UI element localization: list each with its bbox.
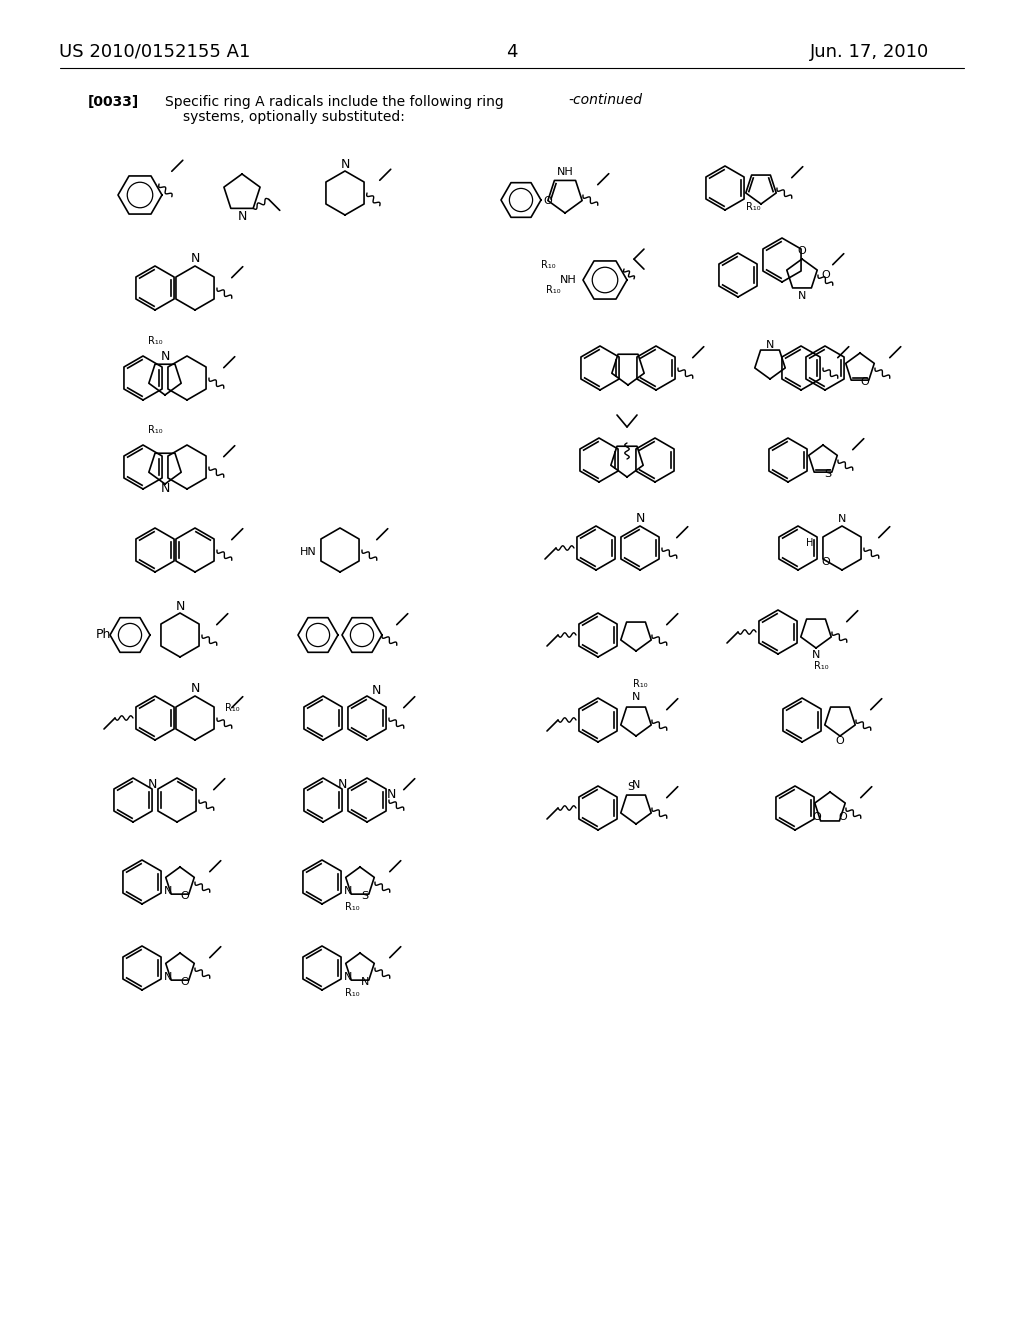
Text: Specific ring A radicals include the following ring: Specific ring A radicals include the fol…	[165, 95, 504, 110]
Text: N: N	[386, 788, 395, 801]
Text: N: N	[337, 777, 347, 791]
Text: N: N	[344, 972, 352, 982]
Text: N: N	[632, 780, 640, 789]
Text: N: N	[812, 649, 820, 660]
Text: O: O	[860, 378, 869, 387]
Text: HN: HN	[300, 546, 316, 557]
Text: N: N	[344, 886, 352, 896]
Text: O: O	[798, 246, 806, 256]
Text: R₁₀: R₁₀	[147, 337, 163, 346]
Text: N: N	[175, 599, 184, 612]
Text: S: S	[361, 891, 369, 902]
Text: N: N	[147, 777, 157, 791]
Text: R₁₀: R₁₀	[814, 661, 828, 671]
Text: O: O	[836, 737, 845, 746]
Text: N: N	[238, 210, 247, 223]
Text: N: N	[632, 692, 640, 702]
Text: N: N	[360, 977, 369, 987]
Text: O: O	[821, 557, 830, 568]
Text: N: N	[340, 157, 349, 170]
Text: S: S	[824, 470, 831, 479]
Text: O: O	[821, 271, 830, 280]
Text: 4: 4	[506, 44, 518, 61]
Text: R₁₀: R₁₀	[344, 987, 359, 998]
Text: US 2010/0152155 A1: US 2010/0152155 A1	[59, 44, 251, 61]
Text: systems, optionally substituted:: systems, optionally substituted:	[183, 110, 404, 124]
Text: N: N	[190, 252, 200, 265]
Text: S: S	[628, 781, 635, 792]
Text: N: N	[798, 290, 806, 301]
Text: NH: NH	[560, 275, 577, 285]
Text: O: O	[544, 195, 552, 206]
Text: O: O	[180, 891, 189, 902]
Text: O: O	[180, 977, 189, 987]
Text: R₁₀: R₁₀	[746, 202, 761, 213]
Text: Jun. 17, 2010: Jun. 17, 2010	[810, 44, 930, 61]
Text: N: N	[164, 886, 172, 896]
Text: N: N	[161, 483, 170, 495]
Text: R₁₀: R₁₀	[633, 678, 647, 689]
Text: R₁₀: R₁₀	[546, 285, 560, 294]
Text: N: N	[635, 512, 645, 525]
Text: R₁₀: R₁₀	[541, 260, 555, 271]
Text: Ph: Ph	[95, 628, 111, 642]
Text: N: N	[190, 682, 200, 696]
Text: -continued: -continued	[568, 92, 642, 107]
Text: O: O	[813, 812, 821, 822]
Text: NH: NH	[557, 168, 573, 177]
Text: [0033]: [0033]	[88, 95, 139, 110]
Text: O: O	[839, 812, 847, 822]
Text: N: N	[372, 685, 381, 697]
Text: R₁₀: R₁₀	[147, 425, 163, 436]
Text: N: N	[838, 513, 846, 524]
Text: N: N	[766, 341, 774, 350]
Text: N: N	[164, 972, 172, 982]
Text: H: H	[806, 539, 814, 548]
Text: N: N	[161, 350, 170, 363]
Text: R₁₀: R₁₀	[225, 704, 240, 713]
Text: R₁₀: R₁₀	[344, 902, 359, 912]
